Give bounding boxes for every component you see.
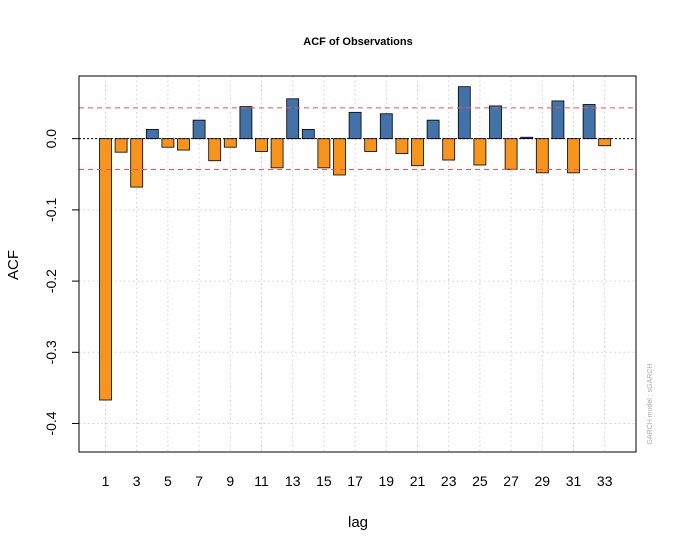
acf-bar-lag-30 [551, 100, 565, 140]
acf-bar-lag-25 [473, 138, 487, 166]
acf-bar-lag-17 [348, 111, 362, 140]
acf-bar-lag-21 [411, 138, 424, 167]
acf-bar-lag-15 [317, 138, 331, 169]
acf-bar-lag-5 [161, 138, 175, 148]
watermark-text: GARCH model : sGARCH [647, 364, 654, 445]
x-tick-label: 19 [379, 473, 395, 489]
x-axis: 1 3 5 7 9 11 13 15 17 19 21 23 25 27 29 31 33 [102, 473, 613, 489]
acf-bar-lag-11 [255, 138, 268, 152]
x-tick-label: 7 [195, 473, 203, 489]
x-tick-label: 21 [410, 473, 426, 489]
acf-bar-lag-29 [535, 138, 549, 174]
x-tick-label: 33 [597, 473, 613, 489]
acf-bar-lag-12 [270, 138, 284, 169]
y-tick-label: -0.1 [43, 198, 59, 222]
x-tick-label: 5 [164, 473, 172, 489]
acf-bar-lag-7 [192, 119, 206, 140]
bars-layer [99, 86, 612, 401]
acf-bar-lag-20 [395, 138, 409, 155]
acf-bar-lag-33 [598, 138, 612, 147]
x-tick-label: 11 [254, 473, 269, 489]
y-axis-title: ACF [5, 250, 22, 280]
acf-bar-lag-19 [379, 113, 393, 140]
acf-bar-lag-3 [130, 138, 144, 188]
acf-bar-lag-27 [504, 138, 518, 170]
chart-title: ACF of Observations [303, 36, 412, 48]
x-axis-title: lag [348, 514, 368, 531]
acf-bar-lag-1 [99, 138, 112, 401]
acf-bar-lag-23 [442, 138, 456, 161]
x-tick-label: 23 [441, 473, 457, 489]
acf-bar-lag-32 [582, 104, 596, 140]
x-tick-label: 17 [347, 473, 363, 489]
x-tick-label: 31 [566, 473, 582, 489]
acf-bar-lag-4 [145, 129, 159, 140]
acf-bar-lag-6 [177, 138, 190, 151]
acf-bar-lag-14 [301, 129, 315, 140]
y-axis: 0.0 -0.1 -0.2 -0.3 -0.4 [43, 129, 79, 436]
acf-bar-lag-24 [457, 86, 471, 140]
y-tick-label: 0.0 [43, 129, 59, 149]
acf-bar-lag-8 [208, 138, 222, 162]
acf-bar-lag-18 [364, 138, 378, 152]
x-tick-label: 1 [102, 473, 110, 489]
x-tick-label: 9 [226, 473, 234, 489]
acf-bar-lag-26 [489, 105, 502, 140]
acf-bar-lag-28 [520, 136, 534, 140]
plot-frame [78, 75, 637, 453]
x-tick-label: 25 [472, 473, 488, 489]
acf-bar-lag-2 [114, 138, 128, 153]
reference-lines [79, 107, 636, 171]
y-tick-label: -0.4 [43, 411, 59, 435]
x-tick-label: 13 [285, 473, 301, 489]
x-tick-label: 27 [503, 473, 519, 489]
acf-bar-lag-22 [426, 119, 440, 140]
acf-bar-lag-10 [239, 106, 253, 140]
acf-bar-lag-31 [567, 138, 580, 174]
acf-bar-lag-13 [286, 98, 300, 140]
y-tick-label: -0.2 [43, 269, 59, 293]
y-tick-label: -0.3 [43, 340, 59, 364]
x-tick-label: 3 [133, 473, 141, 489]
x-tick-label: 29 [535, 473, 551, 489]
x-tick-label: 15 [316, 473, 332, 489]
acf-bar-lag-9 [223, 138, 237, 148]
